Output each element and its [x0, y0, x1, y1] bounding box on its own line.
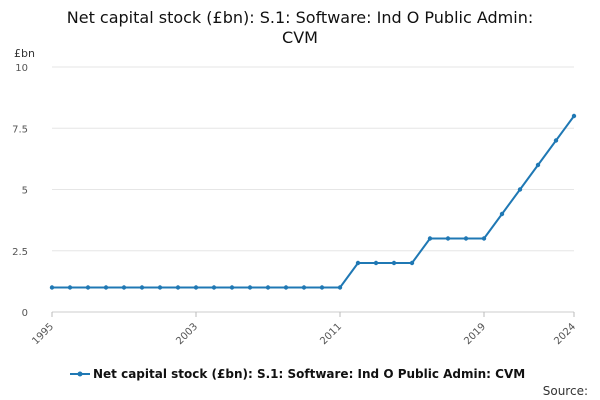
data-point	[319, 285, 325, 290]
x-tick-label: 2003	[174, 321, 200, 347]
x-tick-labels: 1995 2003 2011 2019 2024	[30, 312, 578, 347]
data-point	[463, 236, 469, 241]
data-point	[247, 285, 253, 290]
source-label: Source:	[543, 384, 588, 398]
data-point	[193, 285, 199, 290]
x-tick-label: 2011	[318, 321, 344, 347]
grid-lines	[52, 66, 574, 313]
data-point	[175, 285, 181, 290]
data-point	[517, 187, 523, 192]
y-axis-unit-label: £bn	[14, 47, 35, 60]
data-point	[391, 260, 397, 266]
data-point	[283, 285, 289, 290]
data-point	[445, 236, 451, 241]
data-point	[481, 236, 487, 241]
data-point	[157, 285, 163, 290]
chart-title: Net capital stock (£bn): S.1: Software: …	[67, 8, 533, 47]
data-point	[229, 285, 235, 290]
data-point	[211, 285, 217, 290]
y-tick-label: 7.5	[12, 124, 28, 135]
data-point	[337, 285, 343, 290]
legend-marker-swatch	[77, 371, 83, 377]
data-point	[409, 260, 415, 266]
data-point	[355, 260, 361, 266]
legend: Net capital stock (£bn): S.1: Software: …	[70, 367, 525, 381]
data-point	[103, 285, 109, 290]
x-tick-label: 1995	[30, 321, 56, 347]
data-point	[553, 138, 559, 143]
y-tick-label: 0	[22, 308, 28, 319]
chart-title-line: Net capital stock (£bn): S.1: Software: …	[67, 8, 533, 27]
data-point	[427, 236, 433, 241]
data-point	[301, 285, 307, 290]
data-point	[49, 285, 55, 290]
data-point	[67, 285, 73, 290]
series-line	[52, 115, 575, 289]
x-tick-label: 2019	[462, 321, 488, 347]
data-point	[265, 285, 271, 290]
chart-title-line: CVM	[282, 28, 318, 47]
data-point	[85, 285, 91, 290]
data-point	[571, 113, 577, 119]
series-layer	[49, 113, 577, 290]
y-tick-labels: 0 2.5 5 7.5 10	[12, 63, 28, 319]
y-tick-label: 10	[15, 63, 28, 74]
x-tick-label: 2024	[552, 321, 578, 347]
y-tick-label: 5	[22, 186, 28, 197]
y-tick-label: 2.5	[12, 247, 28, 258]
data-point	[373, 260, 379, 266]
data-point	[139, 285, 145, 290]
data-point	[499, 211, 505, 217]
legend-label: Net capital stock (£bn): S.1: Software: …	[93, 367, 525, 381]
data-point	[535, 162, 541, 168]
data-point	[121, 285, 127, 290]
